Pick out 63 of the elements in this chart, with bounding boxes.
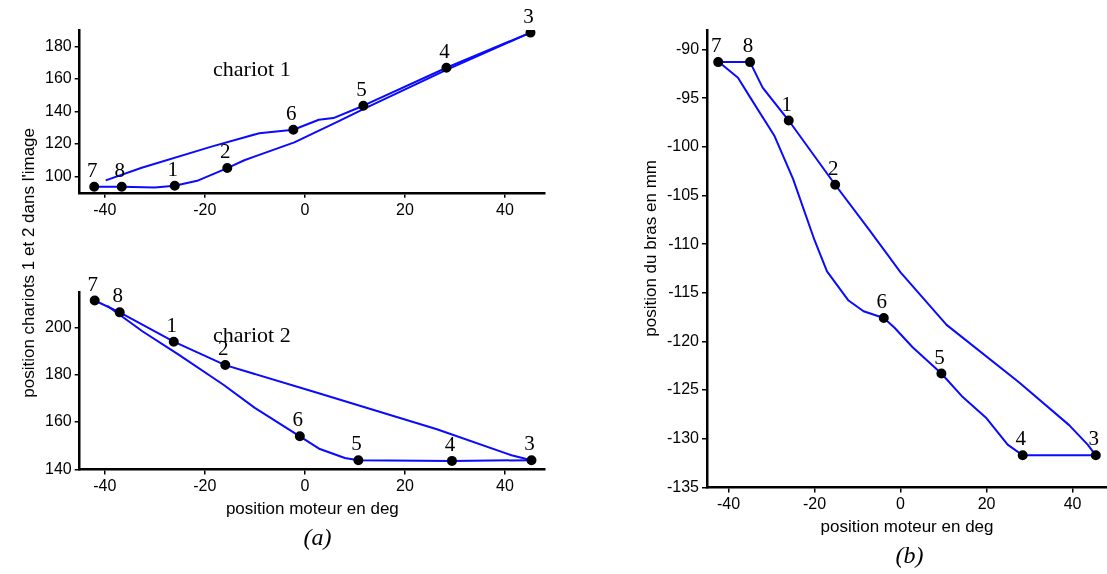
annotation: 6 <box>876 289 888 314</box>
y-tick-label: -100 <box>666 137 700 155</box>
x-tick-label: 0 <box>300 200 310 218</box>
y-tick-label: 160 <box>44 412 72 430</box>
annotation: 7 <box>86 157 98 182</box>
y-tick-label: 140 <box>44 459 72 477</box>
annotation: 8 <box>112 283 123 308</box>
y-tick-label: 180 <box>44 36 72 54</box>
annotation: 1 <box>166 312 178 337</box>
x-tick-label: -20 <box>193 477 217 495</box>
y-tick-label: -125 <box>666 380 700 398</box>
y-tick-label: -90 <box>675 39 700 57</box>
annotation: 8 <box>742 33 754 58</box>
annotation: 1 <box>781 91 792 116</box>
text: (b) <box>894 542 925 569</box>
y-axis-title: position du bras en mm <box>641 159 661 337</box>
x-axis-title: position moteur en deg <box>225 499 399 519</box>
y-tick-label: -115 <box>668 283 700 301</box>
x-tick-label: -40 <box>716 495 741 513</box>
y-tick-label: 200 <box>44 317 72 335</box>
y-tick-label: -130 <box>666 429 700 447</box>
y-tick-label: -95 <box>675 88 700 106</box>
y-tick-label: 100 <box>44 166 72 184</box>
annotation: 3 <box>1088 426 1100 451</box>
x-tick-label: 0 <box>896 495 906 513</box>
annotation: 2 <box>220 139 231 164</box>
x-tick-label: 20 <box>396 200 414 218</box>
annotation: 4 <box>439 38 451 63</box>
x-tick-label: -40 <box>93 477 117 495</box>
x-tick-label: -40 <box>93 200 117 218</box>
y-tick-label: 180 <box>44 365 72 383</box>
y-tick-label: -120 <box>666 331 700 349</box>
annotation: 6 <box>292 407 304 432</box>
x-tick-label: 40 <box>496 477 514 495</box>
x-tick-label: 20 <box>396 477 414 495</box>
x-axis-title: position moteur en deg <box>820 517 994 537</box>
x-tick-label: -20 <box>802 495 827 513</box>
y-tick-label: 140 <box>44 101 72 119</box>
annotation: 1 <box>167 156 179 181</box>
y-tick-label: -105 <box>666 185 700 203</box>
y-tick-label: 120 <box>44 134 72 152</box>
y-axis-title: position chariots 1 et 2 dans l'image <box>19 128 39 398</box>
x-tick-label: -20 <box>193 200 217 218</box>
x-tick-label: 20 <box>977 495 996 513</box>
annotation: 4 <box>444 431 456 456</box>
x-tick-label: 40 <box>496 200 514 218</box>
x-tick-label: 40 <box>1063 495 1082 513</box>
annotation: 5 <box>934 344 945 369</box>
annotation: 5 <box>351 431 362 456</box>
text: chariot 1 <box>213 56 291 82</box>
annotation: 7 <box>87 271 98 296</box>
annotation: 5 <box>356 76 367 101</box>
annotation: 6 <box>286 100 297 125</box>
annotation: 4 <box>1015 426 1027 451</box>
annotation: 3 <box>524 431 535 456</box>
annotation: 3 <box>523 3 534 28</box>
text: (a) <box>302 524 333 551</box>
y-tick-label: -135 <box>666 477 700 495</box>
y-tick-label: 160 <box>44 69 72 87</box>
annotation: 2 <box>827 155 839 180</box>
y-tick-label: -110 <box>668 234 700 252</box>
annotation: 7 <box>710 33 722 58</box>
x-tick-label: 0 <box>300 477 310 495</box>
